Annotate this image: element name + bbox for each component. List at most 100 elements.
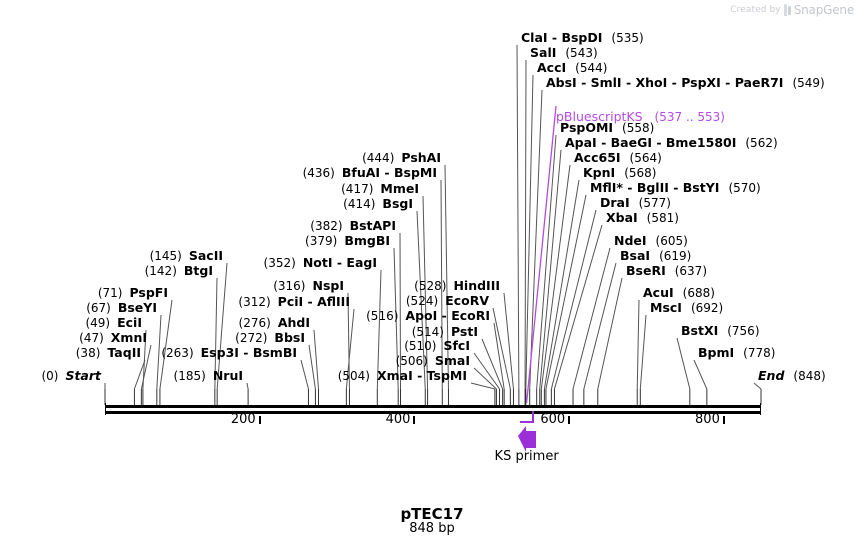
site-position: (417)	[341, 182, 374, 196]
site-position: (436)	[302, 166, 335, 180]
restriction-site-label-bsai[interactable]: BsaI (619)	[620, 249, 691, 263]
restriction-site-label-smai[interactable]: (506) SmaI	[396, 354, 470, 368]
site-position: (568)	[624, 166, 657, 180]
site-names: XmnI	[110, 330, 147, 345]
restriction-site-label-pcii-afliii[interactable]: (312) PciI - AflIII	[238, 295, 350, 309]
site-names: BtgI	[183, 263, 213, 278]
site-names: EcoRV	[445, 293, 489, 308]
site-position: (756)	[727, 324, 760, 338]
restriction-site-label-sacii[interactable]: (145) SacII	[150, 249, 223, 263]
site-names: PciI - AflIII	[277, 294, 350, 309]
restriction-site-label-nrui[interactable]: (185) NruI	[174, 369, 243, 383]
restriction-site-label-kpni[interactable]: KpnI (568)	[583, 166, 656, 180]
site-leader-line	[545, 194, 587, 390]
site-names: XbaI	[606, 210, 638, 225]
restriction-site-label-apai-baegi-bme1580i[interactable]: ApaI - BaeGI - Bme1580I (562)	[565, 136, 778, 150]
site-position: (263)	[161, 346, 194, 360]
feature-name: pBluescriptKS	[556, 109, 643, 124]
site-position: (577)	[638, 196, 671, 210]
restriction-site-label-msci[interactable]: MscI (692)	[650, 301, 723, 315]
site-names: Esp3I - BsmBI	[200, 345, 297, 360]
restriction-site-label-sfci[interactable]: (510) SfcI	[404, 339, 470, 353]
site-position: (444)	[362, 151, 395, 165]
ruler-tick-label-600: 600	[540, 412, 566, 427]
restriction-site-label-xmni[interactable]: (47) XmnI	[79, 331, 147, 345]
site-leader-line	[246, 382, 249, 390]
site-names: NdeI	[614, 233, 647, 248]
site-position: (67)	[86, 301, 111, 315]
site-names: End	[758, 368, 785, 383]
site-names: BstXI	[681, 323, 719, 338]
ruler-tick-label-200: 200	[230, 412, 256, 427]
restriction-site-label-xbai[interactable]: XbaI (581)	[606, 211, 679, 225]
site-names: ApoI - EcoRI	[405, 308, 490, 323]
site-leader-line	[583, 262, 617, 390]
ruler-tick-label-800: 800	[695, 412, 720, 427]
restriction-site-label-ndei[interactable]: NdeI (605)	[614, 234, 688, 248]
site-leader-line	[753, 382, 762, 390]
restriction-site-label-ecii[interactable]: (49) EciI	[85, 316, 142, 330]
restriction-site-label-nspi[interactable]: (316) NspI	[273, 279, 344, 293]
site-position: (414)	[343, 197, 376, 211]
restriction-site-label-bfuai-bspmi[interactable]: (436) BfuAI - BspMI	[303, 166, 437, 180]
site-position: (49)	[85, 316, 111, 330]
restriction-site-label-bpmi[interactable]: BpmI (778)	[698, 346, 775, 360]
site-names: BfuAI - BspMI	[341, 165, 437, 180]
site-names: SalI	[530, 45, 557, 60]
site-position: (535)	[611, 31, 644, 45]
restriction-site-label-acui[interactable]: AcuI (688)	[643, 286, 715, 300]
restriction-site-label-hindiii[interactable]: (528) HindIII	[414, 279, 500, 293]
site-names: Start	[65, 368, 101, 383]
site-leader-line	[503, 292, 514, 390]
restriction-site-label-bsgi[interactable]: (414) BsgI	[343, 197, 413, 211]
restriction-site-label-mfli*-bglii-bstyi[interactable]: MflI* - BglII - BstYI (570)	[590, 181, 761, 195]
restriction-site-label-noti-eagi[interactable]: (352) NotI - EagI	[264, 256, 377, 270]
restriction-site-label-bstxi[interactable]: BstXI (756)	[681, 324, 760, 338]
site-names: PspFI	[129, 285, 168, 300]
restriction-site-label-bseri[interactable]: BseRI (637)	[626, 264, 707, 278]
restriction-site-label-btgi[interactable]: (142) BtgI	[145, 264, 213, 278]
site-names: XmaI - TspMI	[376, 368, 467, 383]
restriction-site-label-taqii[interactable]: (38) TaqII	[76, 346, 141, 360]
restriction-site-label-start[interactable]: (0) Start	[41, 369, 101, 383]
feature-label-pbluescriptks[interactable]: pBluescriptKS (537 .. 553)	[556, 110, 725, 124]
site-leader-line	[676, 337, 691, 390]
site-position: (510)	[404, 339, 437, 353]
restriction-site-label-ahdi[interactable]: (276) AhdI	[239, 316, 310, 330]
restriction-site-label-bmgbi[interactable]: (379) BmgBI	[305, 234, 390, 248]
restriction-site-label-apoi-ecori[interactable]: (516) ApoI - EcoRI	[366, 309, 490, 323]
restriction-site-label-pshai[interactable]: (444) PshAI	[362, 151, 441, 165]
restriction-site-label-bbsi[interactable]: (272) BbsI	[235, 331, 305, 345]
restriction-site-label-acci[interactable]: AccI (544)	[537, 61, 607, 75]
primer-bracket-horizontal	[520, 421, 533, 423]
restriction-site-label-esp3i-bsmbi[interactable]: (263) Esp3I - BsmBI	[161, 346, 297, 360]
site-leader-line	[133, 359, 146, 390]
site-position: (38)	[75, 346, 101, 360]
site-leader-line	[140, 344, 152, 390]
restriction-site-label-end[interactable]: End (848)	[758, 369, 826, 383]
ks-primer-arrow[interactable]	[516, 424, 538, 454]
restriction-site-label-bseyi[interactable]: (67) BseYI	[86, 301, 157, 315]
restriction-site-label-mmei[interactable]: (417) MmeI	[341, 182, 419, 196]
site-position: (312)	[238, 295, 271, 309]
site-position: (506)	[395, 354, 428, 368]
site-names: PshAI	[401, 150, 441, 165]
restriction-site-label-bstapi[interactable]: (382) BstAPI	[310, 219, 396, 233]
site-leader-line	[536, 134, 557, 390]
restriction-site-label-sali[interactable]: SalI (543)	[530, 46, 598, 60]
restriction-site-label-pspomi[interactable]: PspOMI (558)	[560, 121, 654, 135]
restriction-site-label-drai[interactable]: DraI (577)	[600, 196, 671, 210]
restriction-site-label-acc65i[interactable]: Acc65I (564)	[574, 151, 662, 165]
site-leader-line	[516, 44, 520, 390]
restriction-site-label-ecorv[interactable]: (524) EcoRV	[406, 294, 489, 308]
restriction-site-label-xmai-tspmi[interactable]: (504) XmaI - TspMI	[338, 369, 467, 383]
site-leader-line	[639, 314, 647, 390]
restriction-site-label-pspfi[interactable]: (71) PspFI	[98, 286, 168, 300]
site-position: (688)	[682, 286, 715, 300]
site-leader-line	[473, 367, 497, 390]
restriction-site-label-clai-bspdi[interactable]: ClaI - BspDI (535)	[521, 31, 644, 45]
restriction-site-label-psti[interactable]: (514) PstI	[412, 325, 478, 339]
restriction-site-label-absi-smli-xhoi-pspxi-paer7i[interactable]: AbsI - SmlI - XhoI - PspXI - PaeR7I (549)	[546, 76, 825, 90]
site-position: (379)	[305, 234, 338, 248]
site-names: BstAPI	[349, 218, 396, 233]
